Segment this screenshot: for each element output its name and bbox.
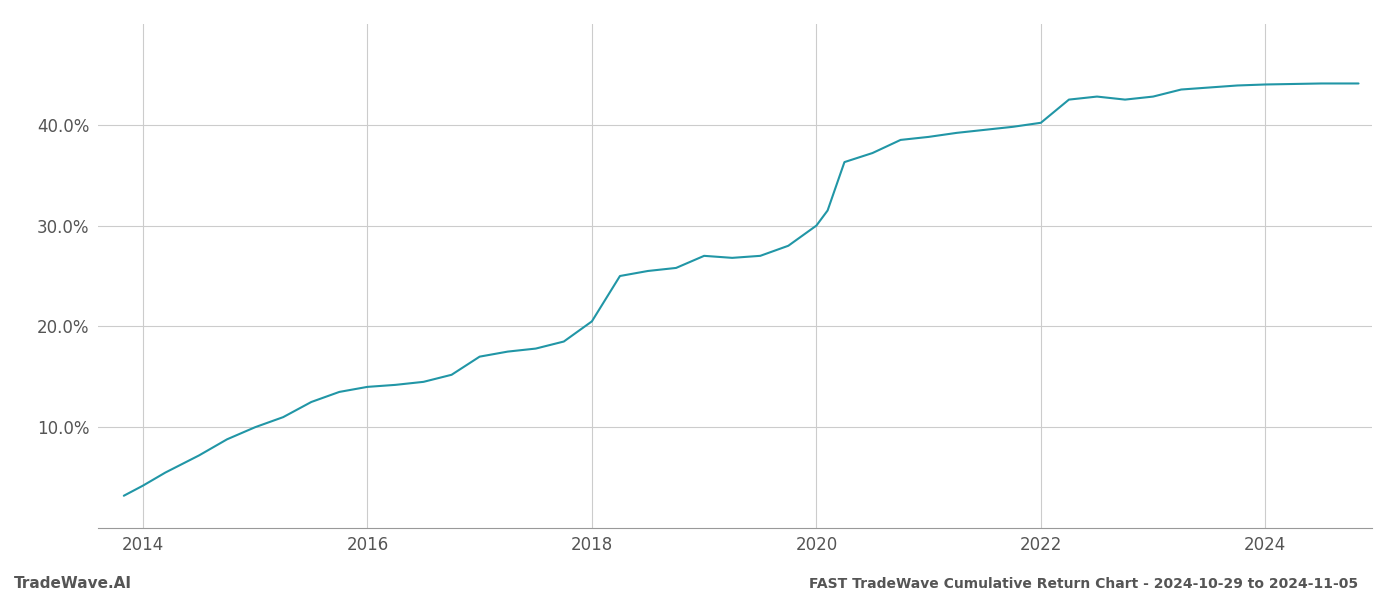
Text: FAST TradeWave Cumulative Return Chart - 2024-10-29 to 2024-11-05: FAST TradeWave Cumulative Return Chart -… xyxy=(809,577,1358,591)
Text: TradeWave.AI: TradeWave.AI xyxy=(14,576,132,591)
